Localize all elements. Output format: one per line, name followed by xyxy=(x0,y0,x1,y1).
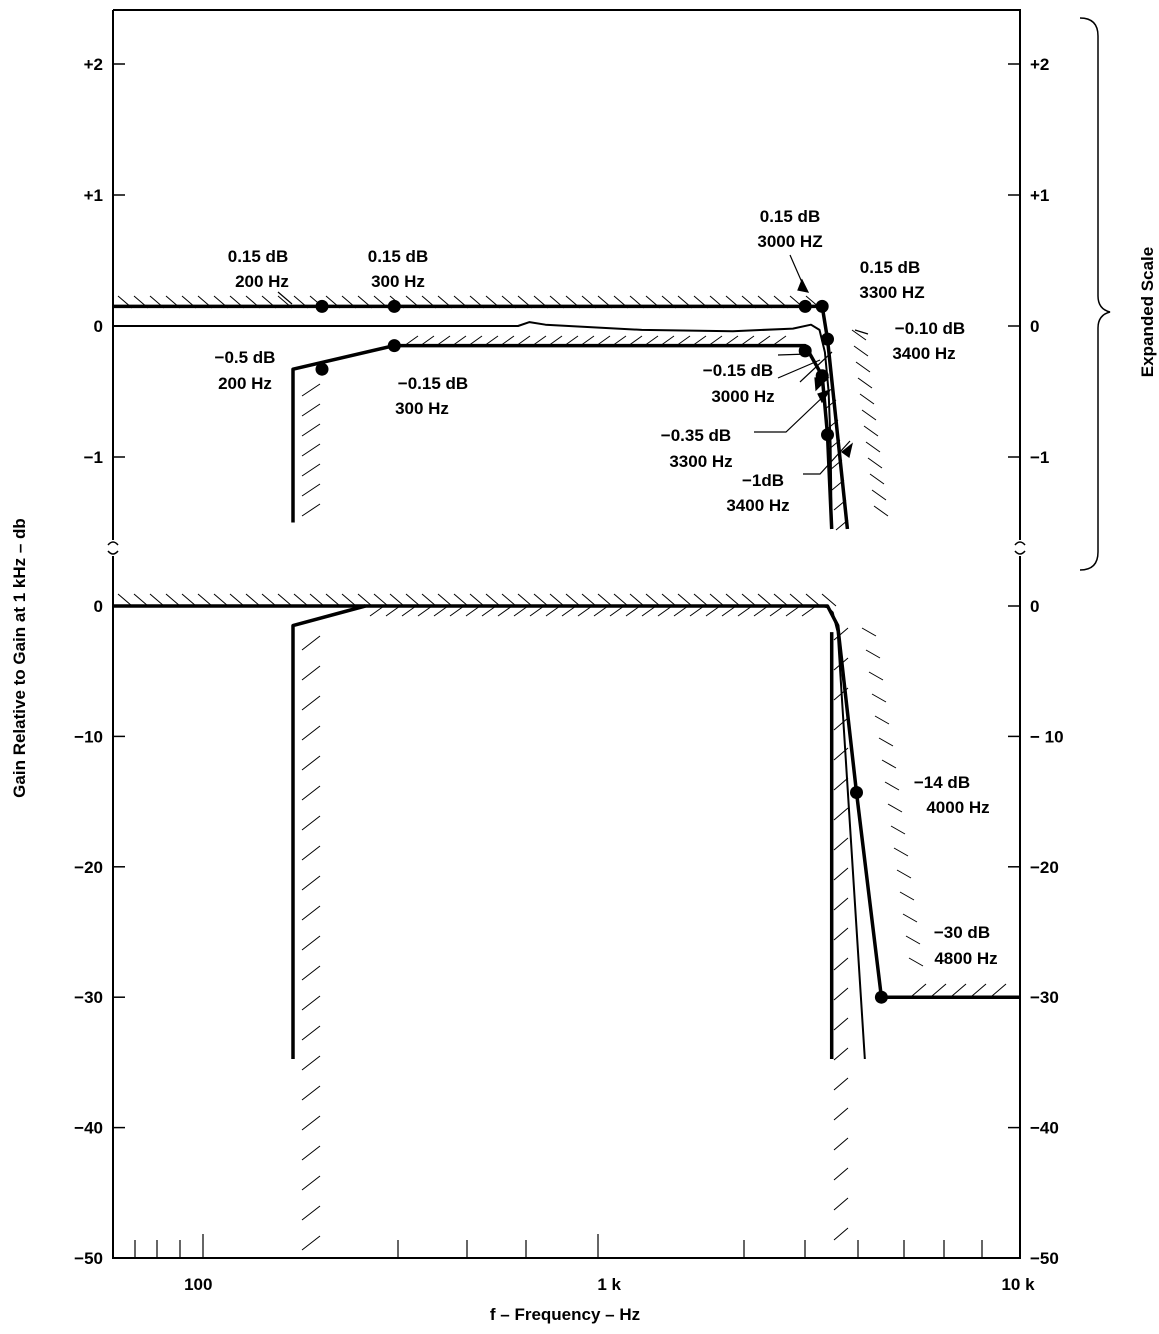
annotation-lower-3400: −1dB xyxy=(742,471,784,490)
axis-break-left xyxy=(107,541,119,555)
y-tick-label-right: −20 xyxy=(1030,858,1059,877)
annotations: 0.15 dB 200 Hz 0.15 dB 300 Hz 0.15 dB 30… xyxy=(215,207,998,968)
expanded-scale-label: Expanded Scale xyxy=(1138,247,1157,377)
annotation-upper-200: 200 Hz xyxy=(235,272,289,291)
y-tick-label-left: −30 xyxy=(74,988,103,1007)
y-tick-label-left: +2 xyxy=(84,55,103,74)
marker-point xyxy=(850,786,863,799)
marker-point xyxy=(815,299,829,313)
x-minor-ticks xyxy=(134,1234,983,1258)
x-tick-label: 10 k xyxy=(1001,1275,1035,1294)
y-tick-label-left: −1 xyxy=(84,448,103,467)
y-tick-label-right: 0 xyxy=(1030,597,1039,616)
series-full-lower-limit-mask xyxy=(291,604,366,1059)
annotation-upper-200: 0.15 dB xyxy=(228,247,288,266)
plot-frame xyxy=(112,9,1021,1259)
marker-point xyxy=(387,299,401,313)
annotation-upper-3300: 0.15 dB xyxy=(860,258,920,277)
marker-point xyxy=(821,332,834,346)
annotation-upper-3000: 3000 HZ xyxy=(757,232,822,251)
y-tick-label-left: −10 xyxy=(74,727,103,746)
axis-break-right xyxy=(1014,541,1026,555)
marker-point xyxy=(821,428,834,442)
y-tick-label-right: −30 xyxy=(1030,988,1059,1007)
annotation-4000: −14 dB xyxy=(914,773,970,792)
annotation-upper-300: 300 Hz xyxy=(371,272,425,291)
y-tick-label-right: −40 xyxy=(1030,1119,1059,1138)
y-tick-label-right: +1 xyxy=(1030,186,1049,205)
annotation-lower-3300: 3300 Hz xyxy=(669,452,732,471)
annotation-lower-300: −0.15 dB xyxy=(398,374,468,393)
x-tick-label: 1 k xyxy=(597,1275,621,1294)
y-tick-label-right: −50 xyxy=(1030,1249,1059,1268)
y-tick-label-right: − 10 xyxy=(1030,727,1064,746)
marker-point xyxy=(874,990,888,1004)
y-tick-label-left: 0 xyxy=(94,317,103,336)
annotation-4800: 4800 Hz xyxy=(934,949,997,968)
annotation-lower-200: 200 Hz xyxy=(218,374,272,393)
annotation-3400-upper: 3400 Hz xyxy=(892,344,955,363)
annotation-lower-3300: −0.35 dB xyxy=(661,426,731,445)
annotation-lower-3000: −0.15 dB xyxy=(703,361,773,380)
series-full-response xyxy=(113,605,866,1059)
expanded-scale-brace xyxy=(1079,17,1111,571)
y-tick-label-left: +1 xyxy=(84,186,103,205)
annotation-4800: −30 dB xyxy=(934,923,990,942)
annotation-lower-3400: 3400 Hz xyxy=(726,496,789,515)
annotation-lower-3000: 3000 Hz xyxy=(711,387,774,406)
annotation-lower-200: −0.5 dB xyxy=(215,348,276,367)
y-tick-label-left: −50 xyxy=(74,1249,103,1268)
annotation-3400-upper: −0.10 dB xyxy=(895,319,965,338)
marker-point xyxy=(315,362,329,376)
y-tick-label-left: −20 xyxy=(74,858,103,877)
y-tick-label-left: −40 xyxy=(74,1119,103,1138)
annotation-4000: 4000 Hz xyxy=(926,798,989,817)
annotation-leaders xyxy=(277,254,869,475)
y-axis-label: Gain Relative to Gain at 1 kHz – db xyxy=(10,518,29,798)
marker-point xyxy=(798,299,812,313)
series-full-stopband-lobe xyxy=(889,1075,917,1258)
series-full-upper-limit-mask xyxy=(113,604,1020,999)
annotation-lower-300: 300 Hz xyxy=(395,399,449,418)
x-tick-label: 100 xyxy=(184,1275,212,1294)
marker-point xyxy=(387,339,401,353)
y-tick-label-right: +2 xyxy=(1030,55,1049,74)
annotation-upper-3300: 3300 HZ xyxy=(859,283,924,302)
annotation-upper-3000: 0.15 dB xyxy=(760,207,820,226)
annotation-upper-300: 0.15 dB xyxy=(368,247,428,266)
y-tick-label-right: 0 xyxy=(1030,317,1039,336)
y-tick-label-left: 0 xyxy=(94,597,103,616)
marker-point xyxy=(798,344,812,358)
limit-hatching xyxy=(117,295,1007,1251)
x-axis-label: f – Frequency – Hz xyxy=(490,1305,640,1324)
marker-point xyxy=(315,299,329,313)
y-tick-label-right: −1 xyxy=(1030,448,1049,467)
